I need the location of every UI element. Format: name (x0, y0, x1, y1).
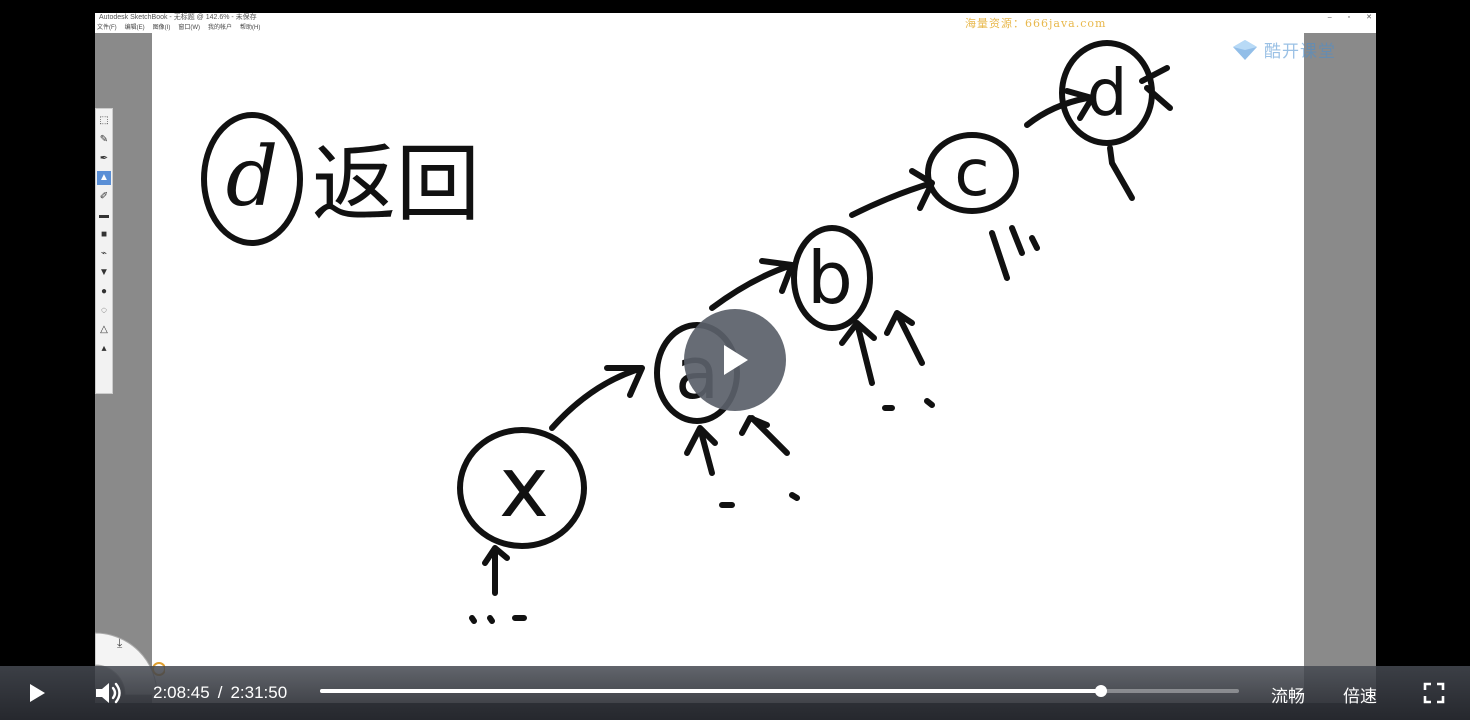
pen-tool-icon: ✒ (99, 153, 109, 164)
pencil-tool-icon: ✎ (99, 134, 109, 145)
window-controls: – ▫ ✕ (1328, 13, 1372, 23)
arrow-c-to-d (1024, 88, 1095, 128)
block-tool-icon: ■ (100, 229, 108, 240)
quality-button[interactable]: 流畅 (1271, 687, 1305, 706)
heading-text: 返回 (312, 135, 480, 233)
fullscreen-button[interactable] (1418, 666, 1450, 720)
heading-circle (201, 112, 303, 246)
airbrush-tool-icon: ▼ (99, 267, 109, 278)
control-bar: 2:08:45 / 2:31:50 流畅 倍速 (0, 666, 1470, 720)
arrow-up-a-2 (739, 415, 790, 456)
svg-text:⤓: ⤓ (117, 636, 123, 650)
arrow-b-to-c (849, 168, 935, 218)
arrow-up-a-1 (684, 425, 718, 476)
node-b-circle (791, 225, 873, 331)
app-title: Autodesk SketchBook - 无标题 @ 142.6% - 未保存 (99, 14, 257, 21)
blur-tool-icon: △ (100, 324, 108, 335)
time-display: 2:08:45 / 2:31:50 (153, 683, 287, 703)
ellipsis-a (719, 492, 800, 508)
volume-icon (96, 682, 121, 704)
arrow-x-to-a (549, 365, 645, 431)
right-canvas-margin (1304, 33, 1376, 703)
menu-item-account: 我的帐户 (208, 25, 233, 31)
node-b-label: b (807, 236, 853, 320)
arrow-up-b-1 (839, 320, 877, 386)
node-d-label: d (1087, 57, 1128, 131)
fill-tool-icon: ◌ (101, 305, 107, 316)
overlay-play-button[interactable] (684, 309, 786, 411)
speed-button[interactable]: 倍速 (1343, 687, 1377, 706)
progress-fill (320, 689, 1102, 693)
pointer-d (1139, 65, 1173, 111)
node-c-label: c (954, 137, 989, 211)
select-tool-icon: ⬚ (99, 115, 109, 126)
sketch-canvas: d 返回 x a b c (201, 40, 1173, 624)
node-x-label: x (499, 438, 549, 536)
app-titlebar: Autodesk SketchBook - 无标题 @ 142.6% - 未保存 (95, 13, 1376, 23)
marker-tool-icon: ▲ (97, 171, 111, 185)
progress-handle[interactable] (1095, 685, 1108, 697)
watermark: 海量资源：666java.com (965, 17, 1107, 30)
menu-item-window: 窗口(W) (178, 25, 201, 31)
node-c-circle (925, 132, 1019, 214)
video-frame[interactable]: Autodesk SketchBook - 无标题 @ 142.6% - 未保存… (95, 13, 1376, 703)
menu-item-help: 帮助(H) (240, 25, 261, 31)
play-button[interactable] (18, 666, 56, 720)
eraser-tool-icon: ▬ (99, 210, 109, 221)
diamond-logo-icon (1233, 39, 1257, 60)
ellipsis-x (469, 615, 527, 624)
sharpen-tool-icon: ▴ (101, 343, 107, 354)
volume-button[interactable] (88, 666, 128, 720)
menu-item-file: 文件(F) (97, 25, 117, 31)
sketch-toolbar: ⬚ ✎ ✒ ▲ ✐ ▬ ■ ⌁ ▼ ● ◌ △ ▴ (95, 108, 113, 394)
menu-item-edit: 编辑(E) (124, 25, 145, 31)
progress-bar[interactable] (320, 685, 1239, 697)
brand-name: 酷开课堂 (1264, 42, 1336, 61)
app-menubar: 文件(F) 编辑(E) 图像(I) 窗口(W) 我的帐户 帮助(H) (95, 23, 1376, 33)
node-x-circle (457, 427, 587, 549)
smudge-tool-icon: ● (100, 286, 108, 297)
close-icon: ✕ (1366, 14, 1372, 21)
overlay-play-icon (724, 345, 748, 375)
heading-marker: d (226, 130, 279, 225)
brand-watermark: 酷开课堂 (1232, 37, 1336, 62)
arrow-up-b-2 (884, 310, 925, 366)
menu-item-image: 图像(I) (152, 25, 171, 31)
duration: 2:31:50 (230, 683, 288, 702)
mark-d (1107, 145, 1135, 201)
play-icon (30, 684, 45, 702)
maximize-icon: ▫ (1347, 14, 1351, 21)
time-separator: / (217, 683, 223, 702)
arrow-up-x (482, 545, 510, 596)
brush-tool-icon: ⌁ (100, 248, 108, 259)
mark-c (989, 225, 1040, 281)
fullscreen-icon (1423, 682, 1445, 704)
ellipsis-b (882, 398, 935, 411)
current-time: 2:08:45 (153, 683, 210, 702)
minimize-icon: – (1327, 14, 1332, 21)
ink-tool-icon: ✐ (99, 191, 109, 202)
arrow-a-to-b (709, 258, 795, 311)
